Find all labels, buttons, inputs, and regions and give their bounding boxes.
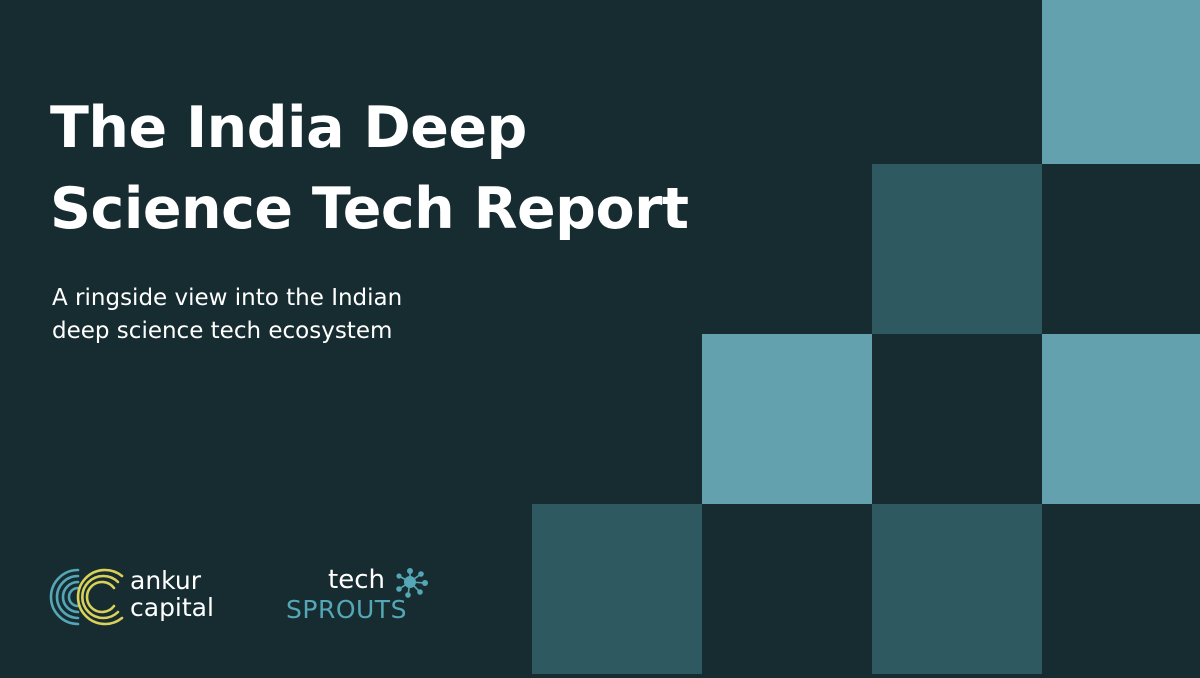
tech-wordmark: tech: [328, 565, 385, 595]
decor-tile: [872, 164, 1042, 334]
report-subtitle-line-2: deep science tech ecosystem: [52, 318, 393, 344]
ankur-wordmark: ankur: [130, 566, 201, 595]
ankur-capital-logo: ankur capital: [48, 566, 258, 628]
report-title-line-1: The India Deep: [50, 95, 527, 161]
capital-wordmark: capital: [130, 593, 214, 622]
decor-tile: [702, 334, 872, 504]
report-title-line-2: Science Tech Report: [50, 176, 689, 242]
report-title: The India Deep Science Tech Report: [50, 88, 689, 250]
decor-tile: [1042, 0, 1200, 164]
report-subtitle-line-1: A ringside view into the Indian: [52, 285, 403, 311]
sprouts-wordmark: SPROUTS: [286, 595, 407, 624]
decor-tile: [1042, 334, 1200, 504]
techsprouts-logo: tech SPROUTS: [286, 566, 446, 628]
ankur-capital-rings-icon: [49, 568, 124, 626]
molecule-icon: [396, 568, 428, 598]
decor-tile: [532, 504, 702, 674]
report-subtitle: A ringside view into the Indian deep sci…: [52, 282, 402, 348]
decor-tile: [872, 504, 1042, 674]
